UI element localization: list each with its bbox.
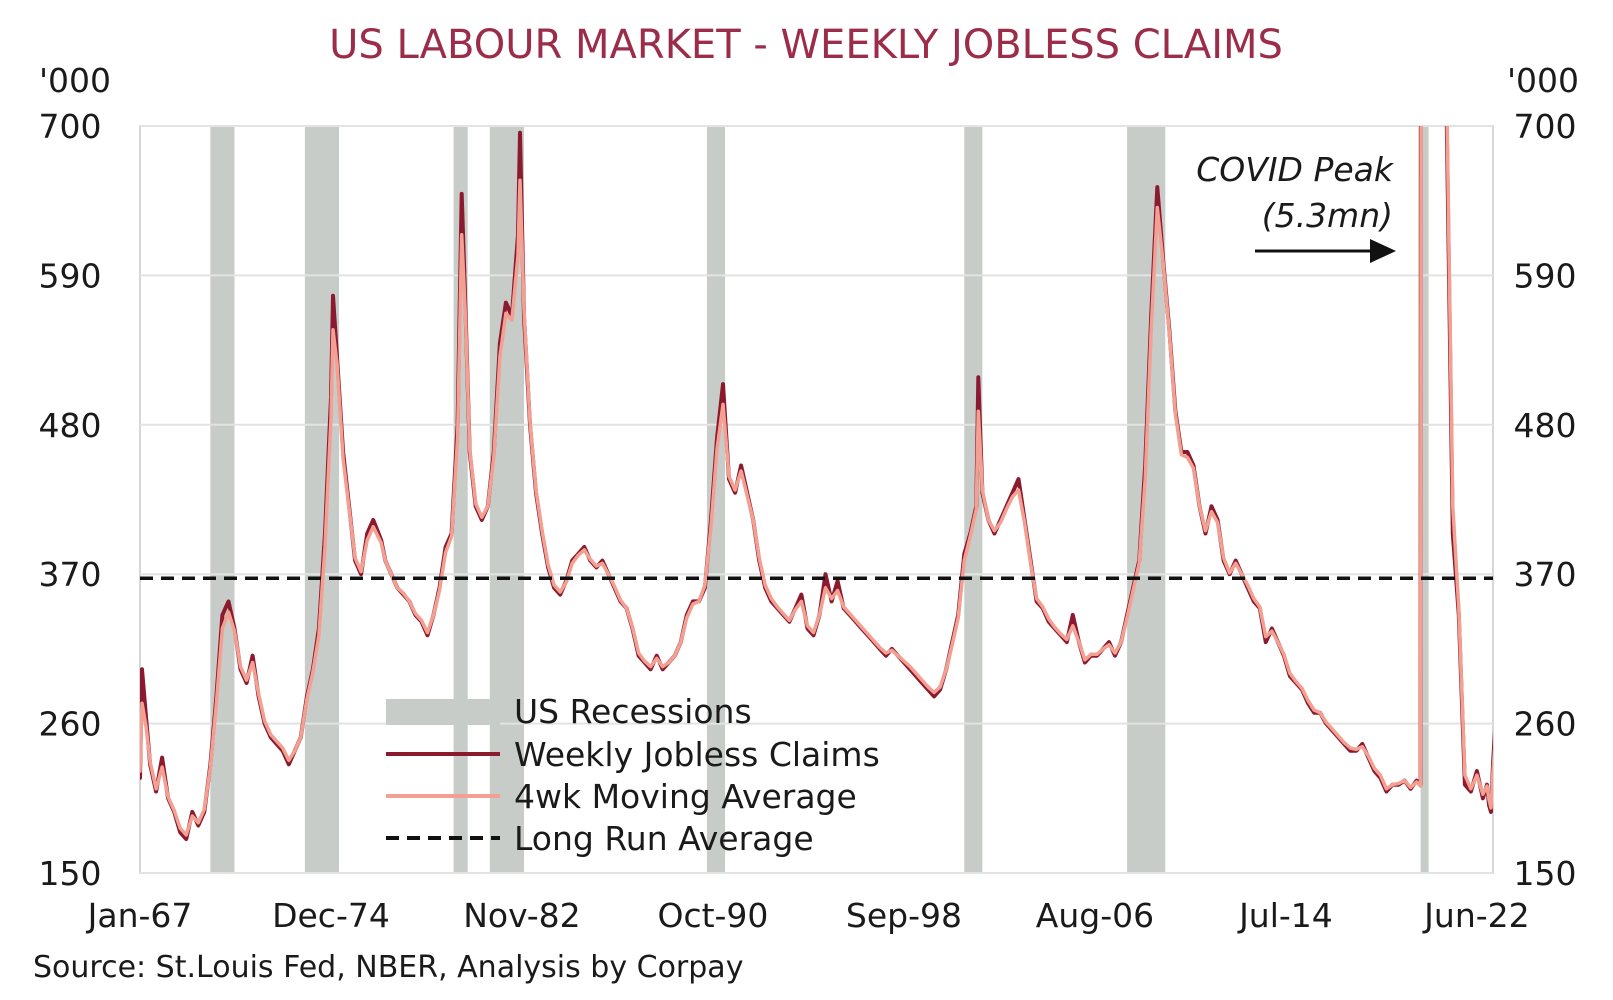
x-tick-Sep-98: Sep-98 (846, 896, 962, 935)
y-tick-left-260: 260 (39, 705, 102, 744)
covid-arrow-head (1370, 239, 1396, 263)
x-tick-Aug-06: Aug-06 (1036, 896, 1154, 935)
chart-title: US LABOUR MARKET - WEEKLY JOBLESS CLAIMS (329, 22, 1283, 68)
y-tick-left-700: 700 (39, 107, 102, 146)
x-tick-Jan-67: Jan-67 (86, 896, 193, 935)
right-axis-unit: '000 (1507, 61, 1579, 100)
y-tick-right-370: 370 (1514, 555, 1577, 594)
gridlines (140, 125, 1493, 874)
recession-band-5 (706, 126, 726, 873)
x-tick-Nov-82: Nov-82 (463, 896, 580, 935)
series-4wk-moving-average (140, 126, 1493, 837)
y-tick-right-150: 150 (1514, 854, 1577, 893)
y-tick-left-480: 480 (39, 406, 102, 445)
recession-band-8 (1420, 126, 1429, 873)
legend: US Recessions Weekly Jobless Claims 4wk … (386, 692, 880, 858)
x-tick-Oct-90: Oct-90 (657, 896, 768, 935)
recession-band-7 (1127, 126, 1166, 873)
legend-swatch-recessions (386, 699, 500, 725)
covid-annotation: COVID Peak (5.3mn) (1196, 150, 1396, 263)
covid-annotation-line1: COVID Peak (1196, 150, 1395, 189)
covid-annotation-line2: (5.3mn) (1262, 196, 1393, 235)
x-tick-Jul-14: Jul-14 (1237, 896, 1333, 935)
series-lines (140, 126, 1493, 841)
y-tick-left-370: 370 (39, 555, 102, 594)
recession-band-6 (964, 126, 983, 873)
left-axis-unit: '000 (39, 61, 111, 100)
y-tick-right-480: 480 (1514, 406, 1577, 445)
recession-band-1 (210, 126, 235, 873)
source-note: Source: St.Louis Fed, NBER, Analysis by … (33, 950, 743, 985)
legend-label-ma: 4wk Moving Average (514, 777, 857, 816)
y-tick-right-590: 590 (1514, 256, 1577, 295)
y-tick-right-260: 260 (1514, 705, 1577, 744)
y-tick-left-150: 150 (39, 854, 102, 893)
y-tick-left-590: 590 (39, 256, 102, 295)
recession-band-2 (304, 126, 340, 873)
x-tick-Jun-22: Jun-22 (1422, 896, 1529, 935)
legend-label-recessions: US Recessions (514, 692, 752, 731)
legend-label-weekly: Weekly Jobless Claims (514, 735, 880, 774)
x-tick-Dec-74: Dec-74 (272, 896, 390, 935)
legend-label-average: Long Run Average (514, 819, 814, 858)
y-tick-right-700: 700 (1514, 107, 1577, 146)
